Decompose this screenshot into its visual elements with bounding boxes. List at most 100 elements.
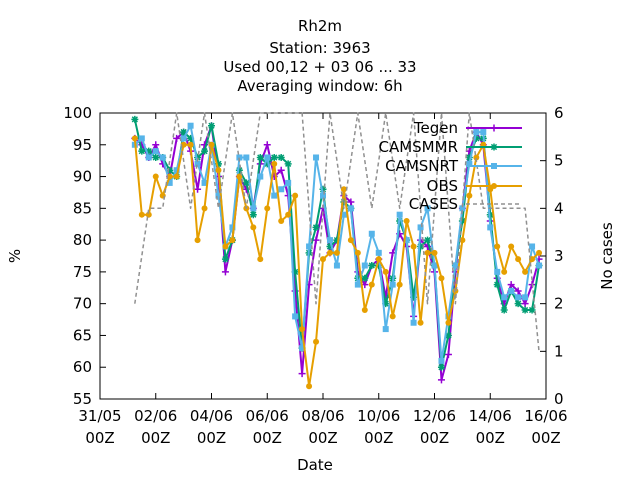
data-point — [389, 281, 396, 288]
x-tick-label-date: 02/06 — [134, 407, 177, 425]
data-point — [389, 313, 396, 320]
x-tick-label-date: 16/06 — [524, 407, 567, 425]
data-point — [466, 160, 473, 167]
data-point — [173, 173, 180, 180]
data-point — [354, 281, 361, 288]
data-point — [313, 154, 320, 161]
data-point — [312, 236, 320, 244]
y-tick-label: 60 — [73, 358, 92, 376]
data-point — [361, 262, 368, 269]
data-point — [424, 249, 431, 256]
data-point — [445, 313, 452, 320]
data-point — [291, 268, 299, 276]
data-point — [354, 249, 361, 256]
data-point — [522, 268, 529, 275]
data-point — [271, 192, 278, 199]
y-tick-label: 85 — [73, 199, 92, 217]
data-point — [166, 166, 174, 174]
data-point — [431, 249, 438, 256]
data-point — [536, 262, 543, 269]
data-point — [194, 237, 201, 244]
data-point — [438, 275, 445, 282]
data-point — [396, 211, 403, 218]
data-point — [459, 205, 466, 212]
data-point — [299, 326, 306, 333]
data-point — [138, 147, 146, 155]
data-point — [264, 154, 271, 161]
y2-tick-label: 6 — [554, 104, 564, 122]
data-point — [417, 224, 424, 231]
series-line-cases — [134, 112, 540, 352]
data-point — [437, 363, 445, 371]
chart-title: Rh2m Station: 3963 Used 00,12 + 03 06 ..… — [223, 17, 416, 95]
data-point — [194, 153, 202, 161]
series-camsmmr — [131, 115, 543, 371]
data-point — [201, 147, 209, 155]
data-point — [368, 281, 375, 288]
data-point — [465, 153, 473, 161]
data-point — [521, 300, 529, 308]
data-point — [361, 274, 369, 282]
x-tick-label-hour: 00Z — [308, 429, 337, 447]
data-point — [507, 281, 515, 289]
data-point — [480, 129, 487, 136]
plot-border — [99, 112, 547, 400]
data-point — [522, 294, 529, 301]
y-tick-label: 90 — [73, 168, 92, 186]
data-point — [131, 115, 139, 123]
y2-tick-label: 1 — [554, 342, 564, 360]
data-point — [277, 166, 285, 174]
data-point — [375, 256, 382, 263]
x-tick-label-hour: 00Z — [197, 429, 226, 447]
series-obs — [131, 135, 543, 390]
data-point — [368, 230, 375, 237]
y-tick-label: 100 — [63, 104, 92, 122]
data-point — [263, 141, 271, 149]
x-tick-label-hour: 00Z — [253, 429, 282, 447]
data-point — [515, 256, 522, 263]
data-point — [173, 167, 180, 174]
data-point — [306, 243, 313, 250]
data-point — [306, 383, 313, 390]
data-point — [222, 243, 229, 250]
data-point — [333, 236, 341, 244]
data-point — [375, 262, 383, 270]
x-tick-label-date: 14/06 — [469, 407, 512, 425]
data-point — [229, 224, 236, 231]
data-point — [292, 313, 299, 320]
data-point — [403, 218, 410, 225]
x-tick-label-hour: 00Z — [531, 429, 560, 447]
data-point — [491, 163, 497, 169]
data-point — [208, 122, 215, 130]
x-tick-label-date: 08/06 — [301, 407, 344, 425]
data-point — [180, 135, 187, 142]
data-point — [235, 166, 243, 174]
data-point — [458, 217, 466, 225]
data-point — [221, 268, 229, 276]
data-point — [271, 160, 278, 167]
data-point — [491, 183, 497, 189]
data-point — [382, 300, 390, 308]
data-point — [452, 287, 459, 294]
data-point — [250, 205, 257, 212]
series-cases — [134, 112, 540, 352]
data-point — [382, 268, 389, 275]
data-point — [138, 135, 145, 142]
y2-tick-label: 4 — [554, 199, 564, 217]
legend-label-cases: CASES — [409, 195, 458, 213]
data-point — [514, 287, 522, 295]
data-point — [166, 173, 173, 180]
data-point — [257, 173, 264, 180]
data-point — [152, 148, 159, 155]
data-point — [166, 179, 173, 186]
data-point — [424, 205, 431, 212]
data-point — [444, 331, 452, 339]
data-point — [396, 281, 403, 288]
legend-label-camsmmr: CAMSMMR — [378, 138, 458, 156]
data-point — [361, 307, 368, 314]
data-point — [320, 192, 326, 199]
data-point — [368, 262, 376, 270]
data-point — [201, 179, 208, 186]
y-axis-label: % — [6, 249, 24, 263]
